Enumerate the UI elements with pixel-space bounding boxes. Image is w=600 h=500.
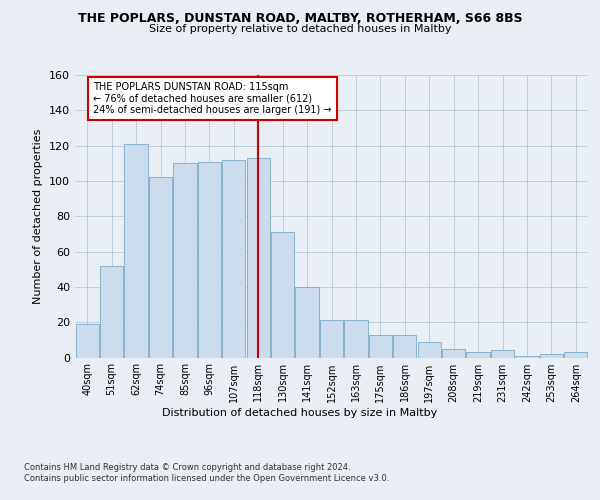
Bar (442, 348, 465, 358)
Bar (418, 342, 441, 357)
Bar (369, 334, 392, 357)
Bar (222, 160, 245, 358)
Bar (198, 162, 221, 358)
Bar (393, 334, 416, 357)
Bar (564, 352, 587, 358)
Bar (491, 350, 514, 358)
Text: THE POPLARS DUNSTAN ROAD: 115sqm
← 76% of detached houses are smaller (612)
24% : THE POPLARS DUNSTAN ROAD: 115sqm ← 76% o… (94, 82, 332, 116)
Bar (271, 232, 294, 358)
Bar (173, 164, 197, 358)
Bar (344, 320, 368, 358)
Bar (320, 320, 343, 358)
Bar (124, 144, 148, 358)
Text: THE POPLARS, DUNSTAN ROAD, MALTBY, ROTHERHAM, S66 8BS: THE POPLARS, DUNSTAN ROAD, MALTBY, ROTHE… (77, 12, 523, 26)
Bar (295, 287, 319, 358)
Bar (76, 324, 99, 358)
Bar (515, 356, 539, 358)
Text: Contains public sector information licensed under the Open Government Licence v3: Contains public sector information licen… (24, 474, 389, 483)
Text: Size of property relative to detached houses in Maltby: Size of property relative to detached ho… (149, 24, 451, 34)
Bar (149, 178, 172, 358)
Bar (247, 158, 270, 358)
Y-axis label: Number of detached properties: Number of detached properties (34, 128, 43, 304)
Bar (100, 266, 123, 358)
Bar (466, 352, 490, 358)
Text: Distribution of detached houses by size in Maltby: Distribution of detached houses by size … (163, 408, 437, 418)
Bar (540, 354, 563, 358)
Text: Contains HM Land Registry data © Crown copyright and database right 2024.: Contains HM Land Registry data © Crown c… (24, 462, 350, 471)
